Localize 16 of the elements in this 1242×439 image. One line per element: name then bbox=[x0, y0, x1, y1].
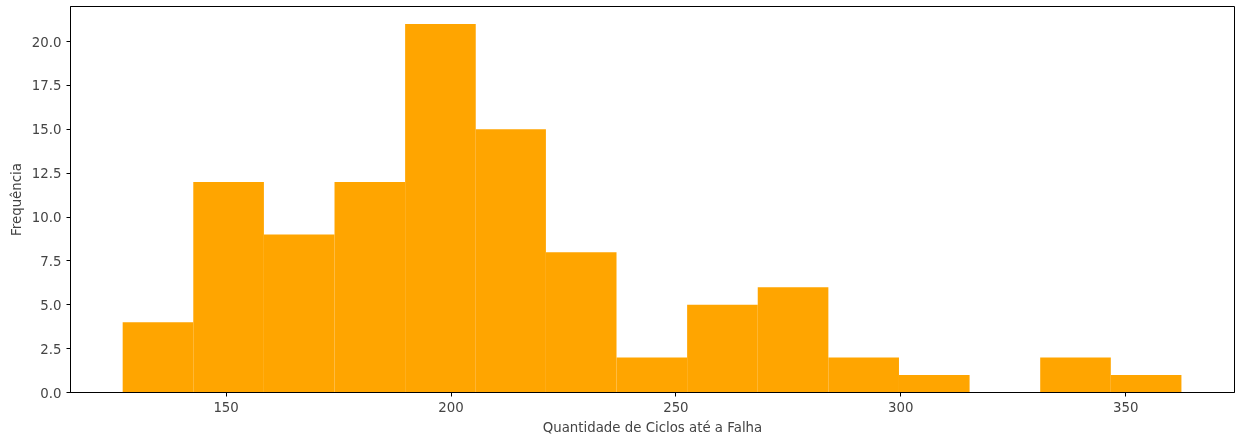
x-tick-label: 300 bbox=[888, 399, 914, 415]
y-tick-label: 10.0 bbox=[31, 210, 62, 226]
x-tick-label: 200 bbox=[438, 399, 464, 415]
x-tick-label: 350 bbox=[1112, 399, 1139, 415]
y-tick-label: 12.5 bbox=[31, 166, 62, 182]
y-tick-label: 5.0 bbox=[40, 297, 62, 313]
x-tick-label: 150 bbox=[213, 399, 239, 415]
x-axis-title: Quantidade de Ciclos até a Falha bbox=[542, 419, 763, 435]
y-tick-label: 20.0 bbox=[31, 34, 62, 50]
y-axis-title: Frequência bbox=[8, 163, 24, 236]
y-tick-label: 0.0 bbox=[40, 385, 62, 401]
y-tick-label: 15.0 bbox=[31, 122, 62, 138]
y-tick-label: 7.5 bbox=[40, 253, 62, 269]
x-tick-label: 250 bbox=[663, 399, 689, 415]
y-tick-label: 17.5 bbox=[31, 78, 62, 94]
y-tick-label: 2.5 bbox=[40, 341, 62, 357]
